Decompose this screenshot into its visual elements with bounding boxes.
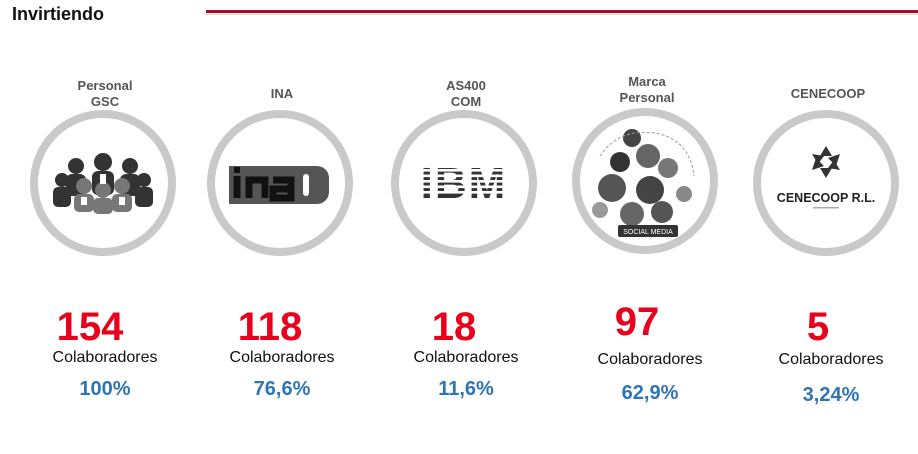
personal-gsc-circle [30,110,176,256]
svg-text:SOCIAL MEDIA: SOCIAL MEDIA [623,229,673,236]
as400-circle: IBM [391,110,537,256]
count-value: 97 [614,300,660,344]
cenecoop-circle: CENECOOP R.L. [753,110,899,256]
social-media-icon: SOCIAL MEDIA [592,129,695,237]
percent-value: 62,9% [621,382,679,404]
marca-personal-circle: SOCIAL MEDIA [572,108,718,254]
page-title: Invirtiendo [12,4,105,24]
ina-logo [229,166,329,204]
count-value: 18 [431,305,477,349]
count-value: 5 [806,305,830,349]
count-label: Colaboradores [52,349,158,366]
ibm-logo: IBM [413,159,515,208]
percent-value: 100% [79,378,131,400]
percent-value: 76,6% [253,378,311,400]
count-label: Colaboradores [778,351,884,368]
stat-card-ina: INA 118 Colaboradores 76,6% [192,0,372,454]
count-label: Colaboradores [413,349,519,366]
category-label: AS400 COM [446,78,486,109]
percent-value: 3,24% [802,384,860,406]
category-label: Marca Personal [619,74,675,105]
stat-card-marca-personal: Marca Personal SOCIAL MEDIA 97 Colaborad… [557,0,737,454]
stat-card-as400: AS400 COM IBM 18 Colaboradores 11,6% [376,0,556,454]
svg-text:CENECOOP R.L.: CENECOOP R.L. [777,191,875,205]
count-value: 154 [56,305,124,349]
header-divider [206,10,918,13]
category-label: CENECOOP [790,86,866,101]
people-group-icon [53,153,153,214]
category-label: Personal GSC [77,78,133,109]
count-label: Colaboradores [229,349,335,366]
category-label: INA [270,86,294,101]
stat-card-personal-gsc: Personal GSC 154 Colaboradores 100% [15,0,195,454]
cenecoop-logo: CENECOOP R.L. [777,146,875,209]
stat-card-cenecoop: CENECOOP CENECOOP R.L. 5 Colaboradores 3… [738,0,918,454]
svg-text:IBM: IBM [421,159,508,208]
count-value: 118 [237,305,303,349]
count-label: Colaboradores [597,351,703,368]
header-divider-shadow [206,14,918,15]
percent-value: 11,6% [438,378,494,400]
ina-circle [207,110,353,256]
